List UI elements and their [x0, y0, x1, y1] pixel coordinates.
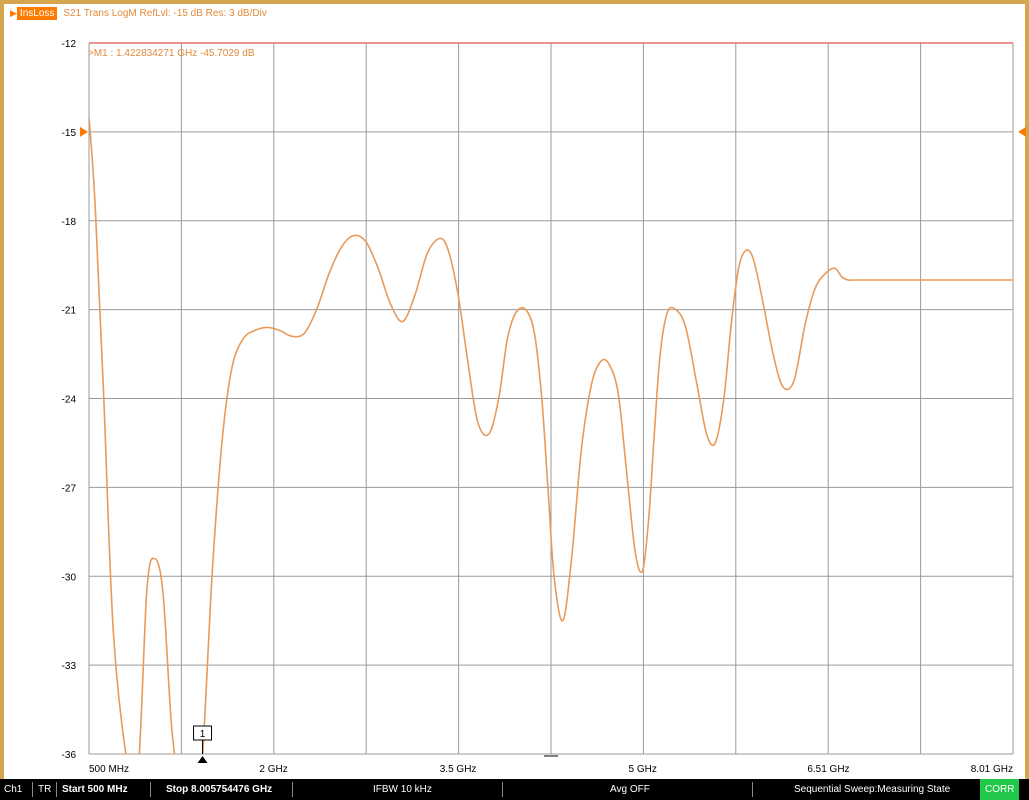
trace-active-arrow-icon: ▶	[10, 8, 17, 18]
marker-readout: >M1 : 1.422834271 GHz -45.7029 dB	[88, 48, 255, 59]
marker-1-label: 1	[200, 729, 206, 740]
y-tick-label: -15	[62, 128, 77, 139]
status-bar: Ch1 TR Start 500 MHz Stop 8.005754476 GH…	[0, 779, 1029, 800]
sweep-status: Sequential Sweep:Measuring State	[794, 784, 951, 795]
ref-level-marker-left-icon[interactable]	[80, 126, 88, 137]
marker-1-arrow-icon[interactable]	[197, 756, 208, 763]
ifbw-value[interactable]: IFBW 10 kHz	[373, 784, 432, 795]
status-divider	[752, 782, 753, 797]
trace-line	[89, 117, 1013, 754]
x-tick-label: 6.51 GHz	[807, 764, 849, 775]
y-tick-label: -36	[62, 750, 77, 761]
x-tick-label: 3.5 GHz	[440, 764, 477, 775]
y-tick-label: -12	[62, 39, 77, 50]
x-tick-label: 2 GHz	[259, 764, 287, 775]
trace-label[interactable]: ▶ InsLoss S21 Trans LogM RefLvl: -15 dB Re…	[10, 7, 267, 20]
stop-frequency[interactable]: Stop 8.005754476 GHz	[166, 784, 273, 795]
y-tick-label: -18	[62, 217, 77, 228]
status-divider	[292, 782, 293, 797]
y-tick-label: -21	[62, 306, 77, 317]
status-divider	[502, 782, 503, 797]
correction-badge[interactable]: CORR	[980, 779, 1020, 800]
start-frequency[interactable]: Start 500 MHz	[62, 784, 128, 795]
channel-indicator[interactable]: Ch1	[4, 784, 23, 795]
y-tick-label: -30	[62, 572, 77, 583]
ref-level-marker-right-icon[interactable]	[1018, 126, 1026, 137]
y-tick-label: -27	[62, 483, 77, 494]
chart-frame	[0, 0, 1029, 779]
status-divider	[32, 782, 33, 797]
status-divider	[56, 782, 57, 797]
trace-name[interactable]: InsLoss	[16, 7, 58, 20]
x-tick-label: 5 GHz	[628, 764, 656, 775]
trace-plot: -12 -15 -18 -21 -24 -27 -30 -33 -36 500 MHz 2 GHz 3…	[62, 39, 1026, 775]
status-divider	[150, 782, 151, 797]
trace-indicator[interactable]: TR	[38, 784, 52, 795]
averaging-status[interactable]: Avg OFF	[610, 784, 650, 795]
x-tick-label: 8.01 GHz	[971, 764, 1013, 775]
trace-description: S21 Trans LogM RefLvl: -15 dB Res: 3 dB/…	[63, 8, 267, 19]
x-tick-label: 500 MHz	[89, 764, 129, 775]
y-tick-label: -24	[62, 395, 77, 406]
y-tick-label: -33	[62, 661, 77, 672]
